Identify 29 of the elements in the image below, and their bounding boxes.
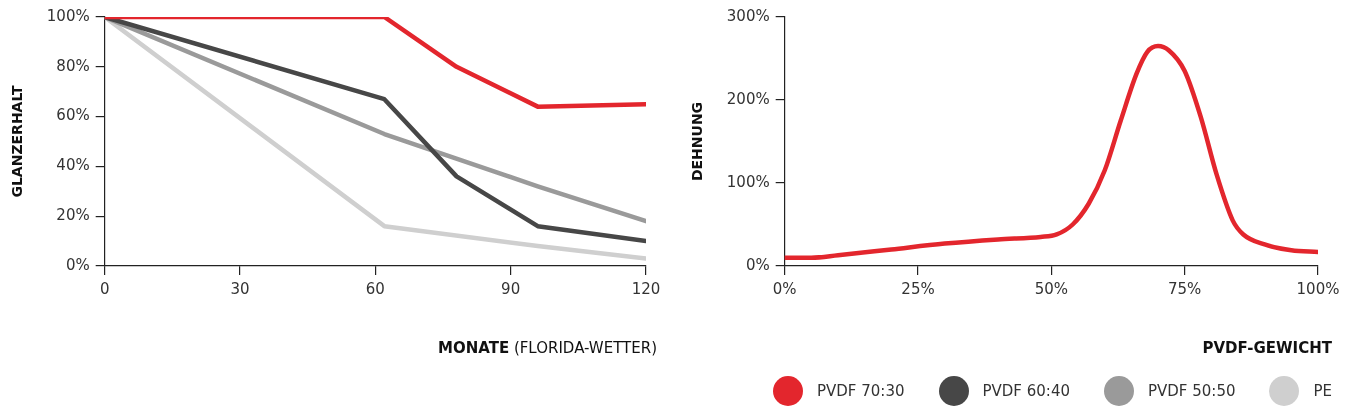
y-tick-label: 200%	[726, 89, 770, 108]
legend-label: PE	[1313, 382, 1332, 400]
x-tick-label: 60	[365, 279, 385, 298]
y-tick-label: 0%	[65, 255, 90, 274]
y-tick-label: 80%	[56, 56, 90, 75]
x-axis-title: MONATE (FLORIDA-WETTER)	[437, 339, 657, 357]
x-tick-label: 100%	[1296, 279, 1340, 298]
y-tick-label: 60%	[56, 106, 90, 125]
y-tick-label: 40%	[56, 156, 90, 175]
legend-label: PVDF 70:30	[817, 382, 905, 400]
x-tick-label: 30	[230, 279, 250, 298]
y-tick-label: 100%	[726, 172, 770, 191]
y-axis-title: GLANZERHALT	[9, 84, 26, 198]
x-tick-label: 25%	[901, 279, 935, 298]
y-tick-label: 300%	[726, 6, 770, 25]
legend-label: PVDF 60:40	[982, 382, 1070, 400]
x-axis-title: PVDF-GEWICHT	[1202, 339, 1332, 357]
x-tick-label: 0	[99, 279, 110, 298]
x-tick-label: 0%	[772, 279, 797, 298]
x-tick-label: 120	[631, 279, 661, 298]
y-tick-label: 0%	[745, 255, 770, 274]
x-tick-label: 50%	[1034, 279, 1069, 298]
x-tick-label: 75%	[1168, 279, 1202, 298]
y-axis-title: DEHNUNG	[689, 101, 706, 182]
legend-label: PVDF 50:50	[1147, 382, 1236, 400]
line-series	[784, 43, 1318, 260]
y-tick-label: 20%	[56, 206, 90, 225]
x-tick-label: 90	[501, 279, 521, 298]
y-tick-label: 100%	[46, 6, 90, 25]
